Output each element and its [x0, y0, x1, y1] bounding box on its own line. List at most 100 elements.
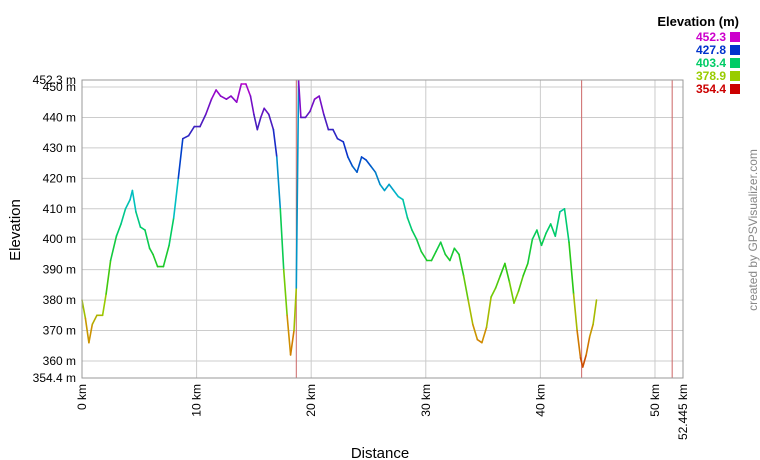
legend-value: 403.4 — [696, 56, 726, 70]
y-tick-label: 400 m — [43, 232, 76, 246]
legend-swatch — [730, 58, 740, 68]
x-tick-label: 20 km — [304, 384, 318, 417]
elevation-segment — [540, 232, 547, 247]
legend-title: Elevation (m) — [657, 14, 739, 29]
elevation-segment — [182, 134, 190, 140]
elevation-segment — [282, 268, 288, 317]
elevation-segment — [235, 83, 243, 103]
elevation-segment — [109, 235, 118, 262]
y-tick-label: 390 m — [43, 263, 76, 277]
elevation-segment — [476, 338, 483, 344]
elevation-segment — [304, 110, 311, 119]
elevation-segment — [430, 250, 437, 262]
y-tick-label: 452.3 m — [33, 73, 76, 87]
elevation-segment — [420, 250, 428, 262]
elevation-segment — [168, 217, 175, 247]
legend-swatch — [730, 45, 740, 55]
elevation-segment — [342, 141, 349, 158]
elevation-segment — [81, 299, 87, 320]
elevation-segment — [91, 314, 98, 326]
elevation-segment — [286, 314, 292, 356]
elevation-segment — [279, 208, 285, 271]
elevation-segment — [504, 262, 511, 283]
elevation-segment — [490, 287, 497, 298]
elevation-segment — [449, 247, 456, 262]
elevation-segment — [336, 137, 345, 143]
y-tick-label: 420 m — [43, 171, 76, 185]
elevation-segment — [230, 95, 238, 103]
y-axis-label: Elevation — [7, 199, 24, 261]
elevation-segment — [105, 259, 112, 295]
elevation-segment — [513, 290, 520, 304]
elevation-segment — [120, 208, 127, 225]
x-axis-ticks: 0 km 10 km 20 km 30 km 40 km 50 km 52.445 km — [75, 384, 690, 440]
elevation-segment — [572, 293, 578, 332]
elevation-segment — [356, 156, 363, 173]
credit-text: created by GPSVisualizer.com — [746, 149, 760, 311]
elevation-segment — [379, 183, 386, 192]
elevation-segment — [347, 156, 354, 167]
elevation-segment — [554, 211, 561, 237]
elevation-segment — [549, 223, 557, 237]
elevation-segment — [559, 208, 566, 213]
elevation-segment — [351, 165, 358, 173]
elevation-segment — [272, 128, 278, 158]
elevation-segment — [585, 335, 591, 356]
elevation-profile-line — [81, 80, 598, 368]
elevation-segment — [144, 229, 151, 250]
legend-value: 378.9 — [696, 69, 726, 83]
elevation-segment — [297, 80, 302, 119]
elevation-segment — [415, 238, 423, 253]
elevation-segment — [177, 137, 184, 180]
elevation-segment — [494, 274, 502, 289]
elevation-segment — [576, 329, 582, 359]
elevation-segment — [517, 274, 525, 292]
elevation-segment — [124, 198, 131, 210]
elevation-segment — [360, 156, 368, 161]
elevation-segment — [148, 247, 154, 256]
legend-swatch — [730, 84, 740, 94]
elevation-segment — [205, 98, 213, 116]
elevation-segment — [275, 156, 282, 210]
elevation-segment — [508, 280, 515, 304]
elevation-segment — [397, 195, 404, 201]
elevation-segment — [388, 183, 395, 192]
elevation-segment — [210, 89, 217, 100]
elevation-segment — [225, 95, 232, 100]
elevation-segment — [313, 95, 321, 100]
elevation-segment — [467, 299, 474, 326]
elevation-segment — [259, 107, 266, 119]
elevation-segment — [139, 226, 146, 231]
elevation-segment — [581, 354, 588, 368]
elevation-segment — [545, 223, 552, 234]
elevation-segment — [462, 274, 470, 301]
elevation-segment — [199, 113, 207, 128]
elevation-segment — [84, 317, 90, 344]
elevation-segment — [152, 253, 159, 268]
elevation-segment — [568, 241, 575, 295]
legend-value: 427.8 — [696, 43, 726, 57]
elevation-segment — [444, 253, 451, 262]
elevation-segment — [295, 80, 300, 289]
elevation-segment — [563, 208, 570, 243]
y-tick-label: 410 m — [43, 202, 76, 216]
elevation-segment — [439, 241, 447, 256]
elevation-segment — [453, 247, 460, 256]
elevation-segment — [135, 211, 142, 228]
legend-value: 452.3 — [696, 30, 726, 44]
elevation-segment — [499, 262, 506, 277]
x-tick-label: 52.445 km — [676, 384, 690, 440]
elevation-segment — [267, 113, 275, 131]
elevation-segment — [383, 183, 390, 192]
elevation-segment — [263, 107, 270, 116]
elevation-segment — [536, 229, 543, 247]
elevation-segment — [322, 113, 330, 131]
elevation-segment — [249, 95, 255, 116]
elevation-segment — [115, 223, 122, 237]
elevation-segment — [309, 98, 316, 113]
elevation-segment — [318, 95, 325, 116]
y-tick-label: 370 m — [43, 324, 76, 338]
legend-swatch — [730, 71, 740, 81]
